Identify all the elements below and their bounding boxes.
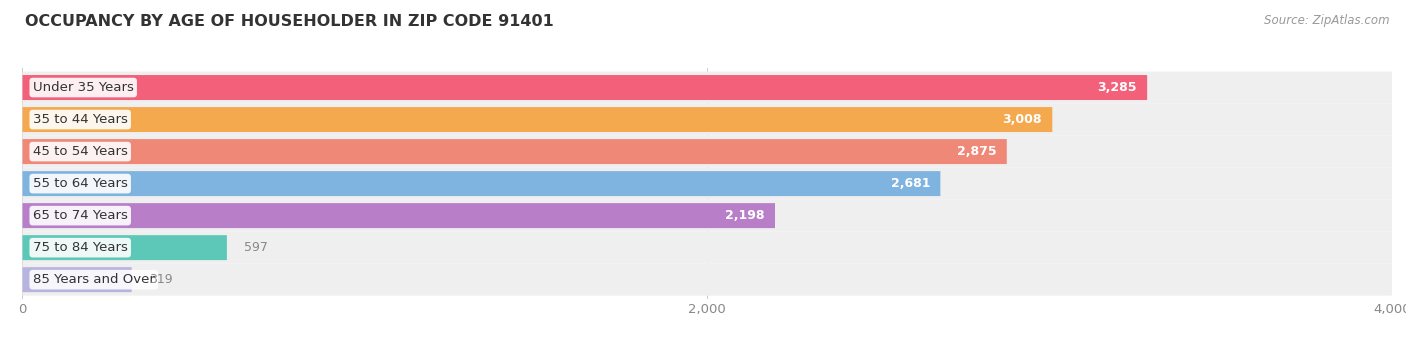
Text: 3,008: 3,008 [1002, 113, 1042, 126]
FancyBboxPatch shape [22, 267, 132, 292]
FancyBboxPatch shape [22, 264, 1392, 296]
FancyBboxPatch shape [22, 235, 226, 260]
Text: OCCUPANCY BY AGE OF HOUSEHOLDER IN ZIP CODE 91401: OCCUPANCY BY AGE OF HOUSEHOLDER IN ZIP C… [25, 14, 554, 29]
Text: 45 to 54 Years: 45 to 54 Years [32, 145, 128, 158]
FancyBboxPatch shape [22, 139, 1007, 164]
FancyBboxPatch shape [22, 171, 941, 196]
FancyBboxPatch shape [22, 104, 1392, 136]
FancyBboxPatch shape [22, 136, 1392, 168]
Text: 55 to 64 Years: 55 to 64 Years [32, 177, 128, 190]
Text: Source: ZipAtlas.com: Source: ZipAtlas.com [1264, 14, 1389, 27]
Text: 35 to 44 Years: 35 to 44 Years [32, 113, 128, 126]
FancyBboxPatch shape [22, 107, 1052, 132]
FancyBboxPatch shape [22, 200, 1392, 232]
Text: 65 to 74 Years: 65 to 74 Years [32, 209, 128, 222]
FancyBboxPatch shape [22, 168, 1392, 200]
Text: 75 to 84 Years: 75 to 84 Years [32, 241, 128, 254]
FancyBboxPatch shape [22, 232, 1392, 264]
Text: 2,875: 2,875 [957, 145, 997, 158]
Text: 2,681: 2,681 [890, 177, 931, 190]
Text: 3,285: 3,285 [1097, 81, 1137, 94]
FancyBboxPatch shape [22, 203, 775, 228]
Text: 2,198: 2,198 [725, 209, 765, 222]
Text: 597: 597 [245, 241, 269, 254]
FancyBboxPatch shape [22, 71, 1392, 104]
Text: 319: 319 [149, 273, 173, 286]
Text: Under 35 Years: Under 35 Years [32, 81, 134, 94]
Text: 85 Years and Over: 85 Years and Over [32, 273, 155, 286]
FancyBboxPatch shape [22, 75, 1147, 100]
